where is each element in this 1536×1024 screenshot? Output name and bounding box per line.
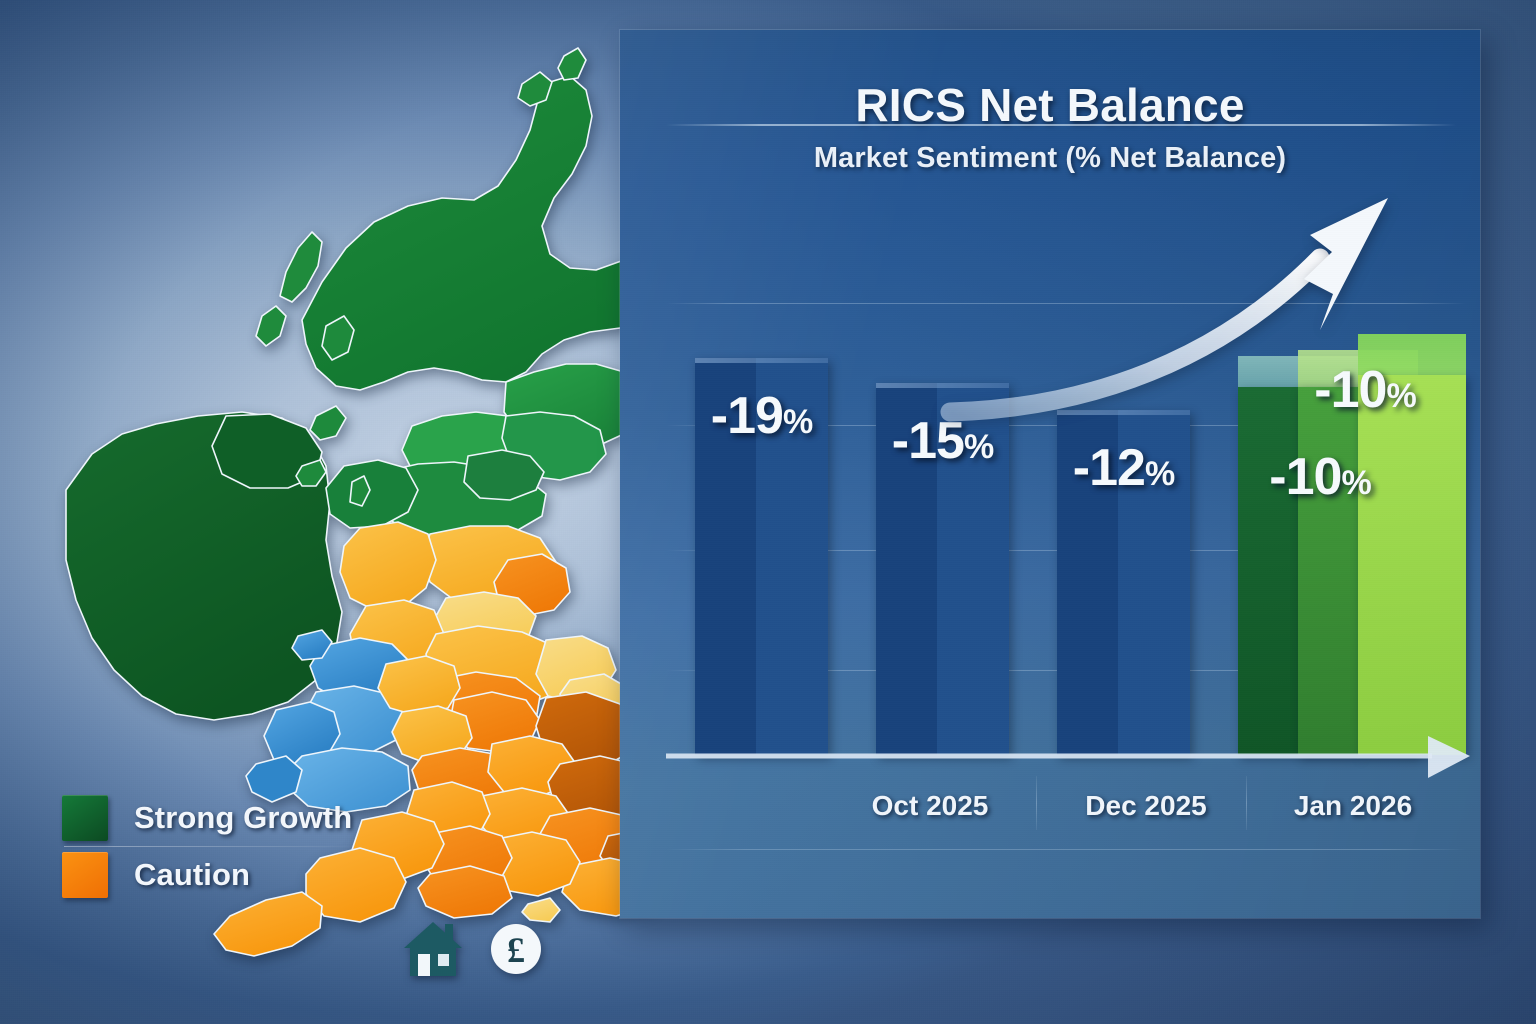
xtick-jan-2026: Jan 2026 [1293, 790, 1413, 821]
title-divider [666, 124, 1456, 126]
map-region-shetland [557, 47, 587, 81]
plot-area: -19% -15% -12% -10% [620, 30, 1480, 918]
map-region-cornwall [213, 891, 323, 957]
bar-body [876, 383, 1009, 755]
panel-bottom-rule [666, 849, 1466, 850]
map-region-outer-hebrides [279, 231, 323, 303]
map-region-outer-hebrides-2 [255, 305, 287, 347]
legend-swatch-caution [62, 852, 108, 898]
bar-label-3: -12% [1072, 439, 1175, 497]
chart-title: RICS Net Balance [855, 79, 1245, 131]
bar-cap [695, 358, 828, 363]
map-region-anglesey [291, 629, 333, 661]
map-region-dorset [417, 865, 513, 919]
xtick-separator-1 [1036, 776, 1037, 830]
legend-label-caution: Caution [134, 857, 251, 892]
map-region-scotland-sw [325, 459, 419, 529]
legend-divider [64, 846, 360, 847]
bar-jan-2026-light [1358, 375, 1466, 755]
map-region-orkney [517, 71, 553, 107]
pound-symbol: £ [507, 930, 525, 970]
bar-nov-2025: -15% [876, 383, 1009, 755]
legend-item-strong-growth: Strong Growth [62, 790, 392, 846]
bar-label-2: -15% [891, 412, 994, 470]
bar-body [1057, 410, 1190, 755]
map-region-scotland-lothian [463, 449, 545, 501]
map-region-islay [295, 459, 327, 487]
pound-coin-icon: £ [491, 924, 541, 974]
map-region-scotland-highlands [301, 75, 681, 391]
map-region-ireland [65, 411, 343, 721]
chart-panel: RICS Net Balance Market Sentiment (% Net… [620, 30, 1480, 918]
chart-subtitle: Market Sentiment (% Net Balance) [813, 142, 1287, 174]
bar-cap [876, 383, 1009, 388]
map-svg [65, 47, 773, 957]
bar-label-5-inner: -10% [1269, 448, 1371, 506]
legend-swatch-strong-growth [62, 795, 108, 841]
xtick-dec-2025: Dec 2025 [1085, 790, 1207, 821]
house-icon [404, 922, 462, 976]
map-region-cumbria [339, 521, 437, 611]
xtick-oct-2025: Oct 2025 [871, 790, 989, 821]
bar-label-1: -19% [710, 387, 813, 445]
map-region-skye [321, 315, 355, 361]
map-region-mull [309, 405, 347, 441]
legend-label-strong-growth: Strong Growth [134, 800, 353, 835]
map-legend: Strong Growth Caution [62, 790, 392, 903]
xtick-separator-2 [1246, 776, 1247, 830]
bar-label-4-top: -10% [1314, 361, 1416, 419]
bar-cap [1057, 410, 1190, 415]
map-region-arran [349, 475, 371, 507]
map-region-isle-of-wight [521, 897, 561, 923]
uk-ireland-map [30, 20, 820, 1010]
bar-oct-2025: -19% [695, 358, 828, 755]
map-region-devon [305, 847, 407, 923]
legend-item-caution: Caution [62, 847, 392, 903]
map-region-pembrokeshire [245, 755, 303, 803]
bar-body [695, 358, 828, 755]
map-region-cheshire [377, 655, 461, 717]
bar-dec-2025: -12% [1057, 410, 1190, 755]
icon-strip: £ [400, 918, 544, 980]
